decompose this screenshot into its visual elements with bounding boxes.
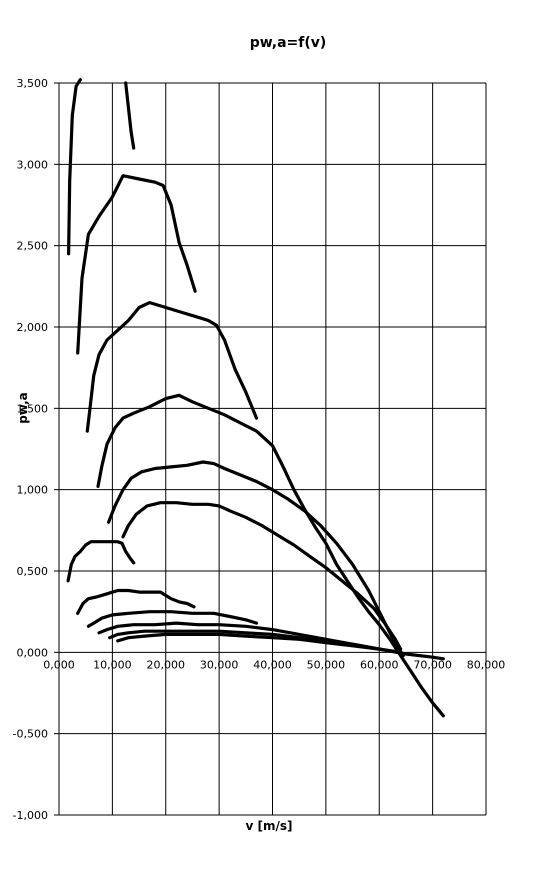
y-tick-label: 3,000	[17, 158, 49, 171]
x-tick-label: 60,000	[360, 658, 399, 671]
x-tick-label: 80,000	[467, 658, 506, 671]
chart-title: pw,a=f(v)	[250, 35, 327, 51]
series-line-9	[76, 588, 196, 615]
x-axis-label: v [m/s]	[246, 819, 293, 833]
x-tick-label: 30,000	[200, 658, 239, 671]
series-line-2	[124, 81, 136, 150]
series-line-8	[66, 540, 136, 583]
series-line-7	[121, 501, 403, 651]
series-line-10	[86, 610, 259, 628]
y-tick-label: -1,000	[13, 809, 48, 822]
series-line-1	[66, 78, 82, 256]
x-axis-ticks: 0,000 10,000 20,000 30,000 40,000 50,000 60,00…	[43, 658, 505, 671]
x-tick-label: 0,000	[43, 658, 75, 671]
series-line-4	[85, 301, 259, 433]
series-line-13	[116, 632, 403, 654]
y-tick-label: 0,500	[17, 565, 49, 578]
y-tick-label: 2,500	[17, 240, 49, 253]
series-group	[66, 78, 445, 718]
x-tick-label: 20,000	[147, 658, 186, 671]
x-tick-label: 50,000	[307, 658, 346, 671]
series-line-12	[108, 629, 403, 654]
y-axis-ticks: 3,500 3,000 2,500 2,000 1,500 1,000 0,500 0,000…	[13, 77, 59, 822]
y-tick-label: 1,000	[17, 484, 49, 497]
series-line-6	[106, 460, 405, 658]
x-tick-label: 70,000	[413, 658, 452, 671]
series-line-3	[76, 174, 197, 355]
y-tick-label: 3,500	[17, 77, 49, 90]
y-tick-label: 2,000	[17, 321, 49, 334]
y-tick-label: 0,000	[17, 646, 49, 659]
y-tick-label: 1,500	[17, 402, 49, 415]
x-tick-label: 40,000	[253, 658, 292, 671]
y-tick-label: -0,500	[13, 728, 48, 741]
y-axis-label: pw,a	[16, 392, 30, 424]
series-line-5	[96, 393, 445, 718]
x-tick-label: 10,000	[93, 658, 132, 671]
